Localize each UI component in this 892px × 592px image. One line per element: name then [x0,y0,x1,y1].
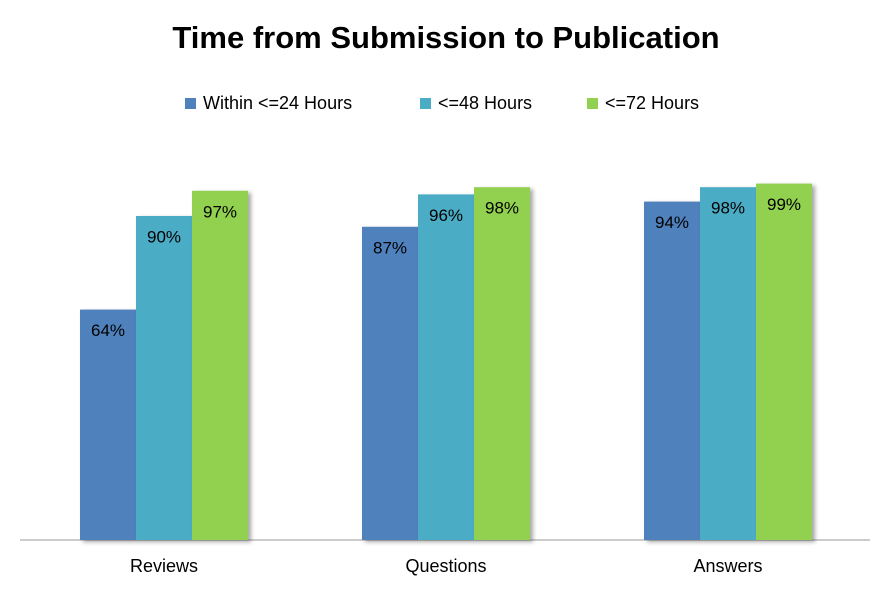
legend-swatch [420,98,431,109]
x-tick-label: Questions [405,556,486,576]
data-label: 64% [91,321,125,340]
legend-label: <=72 Hours [605,93,699,113]
data-label: 90% [147,227,181,246]
bar [136,216,192,540]
x-tick-label: Answers [693,556,762,576]
x-tick-label: Reviews [130,556,198,576]
bar [80,309,136,540]
data-label: 94% [655,213,689,232]
bar [474,187,530,540]
bar [362,226,418,541]
bar [756,183,812,540]
legend-label: <=48 Hours [438,93,532,113]
bar [644,201,700,540]
bar [418,194,474,540]
data-label: 96% [429,206,463,225]
data-label: 98% [485,199,519,218]
chart-title: Time from Submission to Publication [172,20,719,55]
legend-label: Within <=24 Hours [203,93,352,113]
legend-swatch [587,98,598,109]
bar [700,187,756,540]
data-label: 87% [373,238,407,257]
data-label: 97% [203,202,237,221]
data-label: 99% [767,195,801,214]
bar [192,190,248,541]
legend-swatch [185,98,196,109]
data-label: 98% [711,199,745,218]
